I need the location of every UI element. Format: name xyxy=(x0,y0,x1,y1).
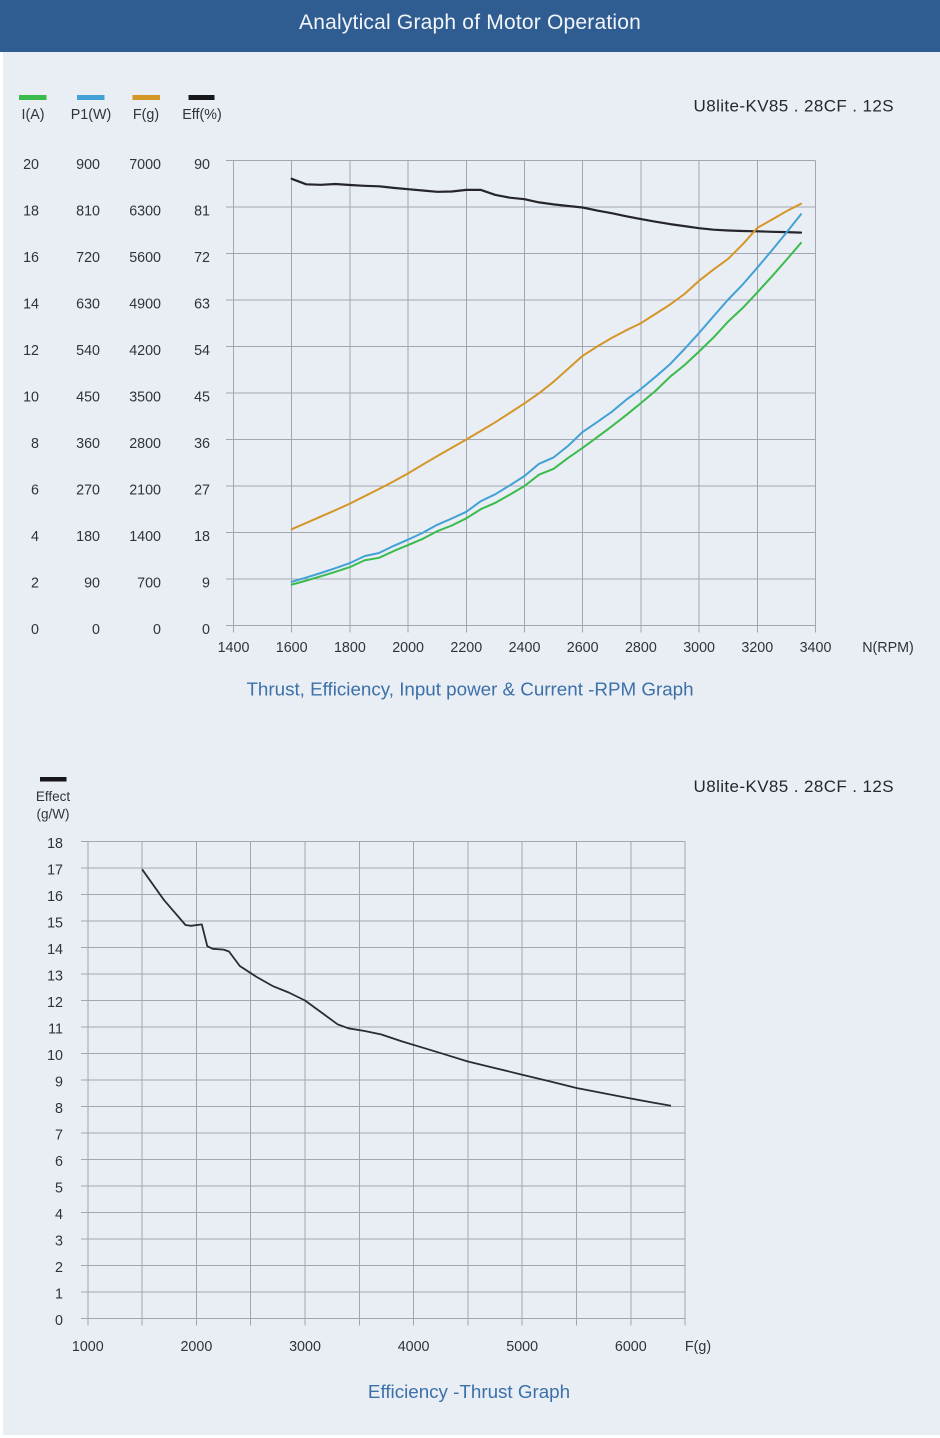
svg-text:6300: 6300 xyxy=(129,204,161,220)
svg-text:9: 9 xyxy=(55,1074,63,1090)
svg-text:1400: 1400 xyxy=(218,640,250,656)
svg-text:2800: 2800 xyxy=(129,436,161,452)
svg-text:18: 18 xyxy=(194,529,210,545)
svg-text:6: 6 xyxy=(55,1154,63,1170)
svg-text:2800: 2800 xyxy=(625,640,657,656)
svg-text:540: 540 xyxy=(76,343,100,359)
svg-text:5000: 5000 xyxy=(506,1339,538,1355)
svg-text:720: 720 xyxy=(76,250,100,266)
svg-text:5: 5 xyxy=(55,1180,63,1196)
svg-text:630: 630 xyxy=(76,297,100,313)
svg-text:Thrust, Efficiency, Input powe: Thrust, Efficiency, Input power & Curren… xyxy=(246,679,693,700)
svg-text:2600: 2600 xyxy=(567,640,599,656)
svg-text:81: 81 xyxy=(194,204,210,220)
svg-text:12: 12 xyxy=(23,343,39,359)
svg-text:36: 36 xyxy=(194,436,210,452)
svg-text:7: 7 xyxy=(55,1127,63,1143)
svg-text:3: 3 xyxy=(55,1233,63,1249)
svg-text:16: 16 xyxy=(23,250,39,266)
svg-text:72: 72 xyxy=(194,250,210,266)
svg-text:5600: 5600 xyxy=(129,250,161,266)
svg-text:810: 810 xyxy=(76,204,100,220)
svg-text:I(A): I(A) xyxy=(21,107,44,123)
svg-text:27: 27 xyxy=(194,483,210,499)
svg-text:4: 4 xyxy=(55,1207,63,1223)
svg-text:11: 11 xyxy=(48,1021,63,1037)
svg-text:F(g): F(g) xyxy=(133,107,159,123)
svg-text:14: 14 xyxy=(23,297,39,313)
svg-text:P1(W): P1(W) xyxy=(71,107,112,123)
svg-text:Effect: Effect xyxy=(36,789,71,804)
svg-text:1000: 1000 xyxy=(72,1339,104,1355)
svg-text:3000: 3000 xyxy=(683,640,715,656)
svg-text:7000: 7000 xyxy=(129,157,161,173)
svg-text:2100: 2100 xyxy=(129,483,161,499)
svg-text:0: 0 xyxy=(31,622,39,638)
svg-text:0: 0 xyxy=(92,622,100,638)
svg-text:6: 6 xyxy=(31,483,39,499)
svg-text:90: 90 xyxy=(84,576,100,592)
svg-text:180: 180 xyxy=(76,529,100,545)
svg-text:3000: 3000 xyxy=(289,1339,321,1355)
svg-text:18: 18 xyxy=(47,836,63,852)
svg-text:4000: 4000 xyxy=(398,1339,430,1355)
svg-text:63: 63 xyxy=(194,297,210,313)
svg-text:8: 8 xyxy=(55,1101,63,1117)
svg-text:U8lite-KV85 . 28CF . 12S: U8lite-KV85 . 28CF . 12S xyxy=(694,97,894,116)
svg-text:15: 15 xyxy=(47,915,63,931)
svg-text:14: 14 xyxy=(47,942,63,958)
svg-text:700: 700 xyxy=(137,576,161,592)
svg-text:4200: 4200 xyxy=(129,343,161,359)
svg-text:2000: 2000 xyxy=(180,1339,212,1355)
svg-text:1400: 1400 xyxy=(129,529,161,545)
svg-text:0: 0 xyxy=(153,622,161,638)
svg-text:2000: 2000 xyxy=(392,640,424,656)
svg-text:0: 0 xyxy=(55,1313,63,1329)
svg-text:90: 90 xyxy=(194,157,210,173)
svg-text:N(RPM): N(RPM) xyxy=(862,640,914,656)
svg-text:13: 13 xyxy=(47,968,63,984)
svg-text:3200: 3200 xyxy=(741,640,773,656)
svg-text:Efficiency -Thrust Graph: Efficiency -Thrust Graph xyxy=(368,1381,570,1402)
svg-text:12: 12 xyxy=(47,995,63,1011)
svg-text:270: 270 xyxy=(76,483,100,499)
svg-text:2: 2 xyxy=(55,1260,63,1276)
svg-text:4: 4 xyxy=(31,529,39,545)
svg-text:20: 20 xyxy=(23,157,39,173)
svg-text:16: 16 xyxy=(47,889,63,905)
svg-text:1800: 1800 xyxy=(334,640,366,656)
svg-text:360: 360 xyxy=(76,436,100,452)
svg-text:1600: 1600 xyxy=(276,640,308,656)
svg-text:18: 18 xyxy=(23,204,39,220)
svg-text:4900: 4900 xyxy=(129,297,161,313)
svg-text:3500: 3500 xyxy=(129,390,161,406)
svg-text:6000: 6000 xyxy=(615,1339,647,1355)
svg-text:900: 900 xyxy=(76,157,100,173)
svg-text:45: 45 xyxy=(194,390,210,406)
svg-text:9: 9 xyxy=(202,576,210,592)
svg-text:F(g): F(g) xyxy=(685,1339,711,1355)
svg-text:2: 2 xyxy=(31,576,39,592)
svg-text:U8lite-KV85 . 28CF . 12S: U8lite-KV85 . 28CF . 12S xyxy=(694,777,894,796)
svg-text:2200: 2200 xyxy=(450,640,482,656)
svg-text:3400: 3400 xyxy=(800,640,832,656)
svg-text:10: 10 xyxy=(23,390,39,406)
svg-text:17: 17 xyxy=(47,862,63,878)
svg-text:450: 450 xyxy=(76,390,100,406)
svg-text:Eff(%): Eff(%) xyxy=(182,107,221,123)
svg-text:10: 10 xyxy=(47,1048,63,1064)
svg-text:(g/W): (g/W) xyxy=(37,807,70,822)
svg-text:0: 0 xyxy=(202,622,210,638)
svg-text:8: 8 xyxy=(31,436,39,452)
svg-text:2400: 2400 xyxy=(509,640,541,656)
svg-text:1: 1 xyxy=(55,1286,63,1302)
svg-text:54: 54 xyxy=(194,343,210,359)
